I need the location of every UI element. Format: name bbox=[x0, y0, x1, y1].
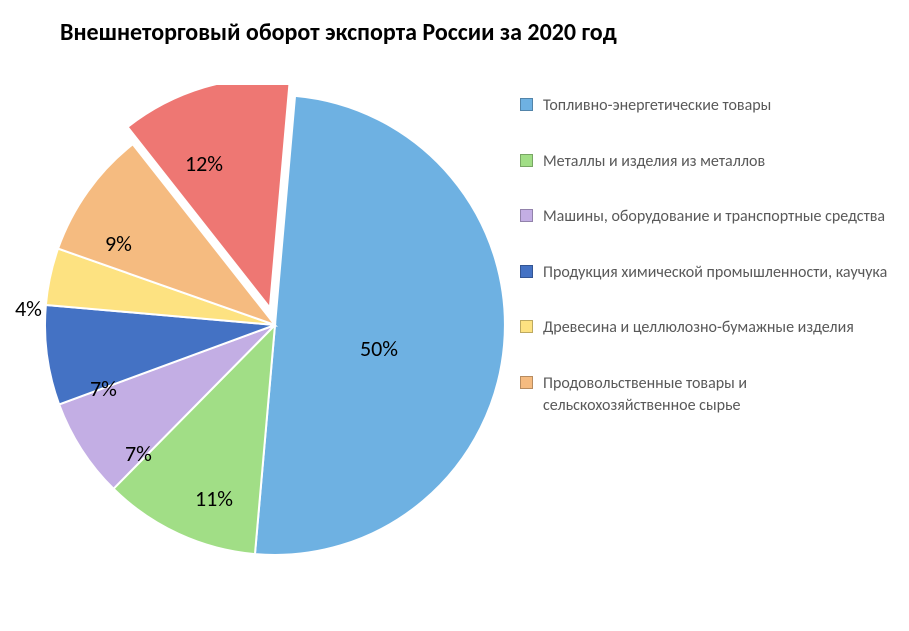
pie-slice bbox=[255, 96, 505, 555]
slice-label: 50% bbox=[360, 335, 398, 362]
slice-label: 12% bbox=[185, 150, 223, 177]
legend-marker bbox=[520, 265, 533, 278]
legend-label: Древесина и целлюлозно-бумажные изделия bbox=[543, 317, 854, 339]
legend-label: Топливно-энергетические товары bbox=[543, 95, 771, 117]
legend-marker bbox=[520, 154, 533, 167]
legend-marker bbox=[520, 209, 533, 222]
legend-label: Продовольственные товары и сельскохозяйс… bbox=[543, 373, 890, 416]
legend-item: Топливно-энергетические товары bbox=[520, 95, 890, 117]
legend-label: Машины, оборудование и транспортные сред… bbox=[543, 206, 885, 228]
legend-marker bbox=[520, 320, 533, 333]
legend-item: Древесина и целлюлозно-бумажные изделия bbox=[520, 317, 890, 339]
pie-chart: 50%11%7%7%4%9%12% bbox=[35, 85, 535, 590]
slice-label: 7% bbox=[90, 375, 117, 402]
slice-label: 7% bbox=[125, 440, 152, 467]
legend: Топливно-энергетические товары Металлы и … bbox=[520, 95, 890, 450]
legend-marker bbox=[520, 98, 533, 111]
legend-item: Продукция химической промышленности, кау… bbox=[520, 262, 890, 284]
legend-marker bbox=[520, 376, 533, 389]
legend-item: Металлы и изделия из металлов bbox=[520, 151, 890, 173]
slice-label: 9% bbox=[105, 230, 132, 257]
legend-item: Продовольственные товары и сельскохозяйс… bbox=[520, 373, 890, 416]
legend-item: Машины, оборудование и транспортные сред… bbox=[520, 206, 890, 228]
legend-label: Продукция химической промышленности, кау… bbox=[543, 262, 887, 284]
slice-label: 4% bbox=[15, 295, 42, 322]
chart-title: Внешнеторговый оборот экспорта России за… bbox=[60, 18, 617, 47]
legend-label: Металлы и изделия из металлов bbox=[543, 151, 765, 173]
slice-label: 11% bbox=[195, 485, 233, 512]
